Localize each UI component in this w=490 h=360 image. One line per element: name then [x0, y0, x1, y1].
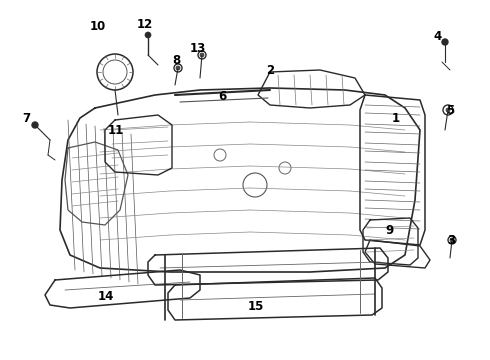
Text: 10: 10 [90, 19, 106, 32]
Circle shape [32, 122, 38, 128]
Text: 12: 12 [137, 18, 153, 31]
Text: 7: 7 [22, 112, 30, 125]
Text: 15: 15 [248, 300, 264, 312]
Circle shape [145, 32, 151, 38]
Circle shape [200, 53, 204, 57]
Text: 2: 2 [266, 63, 274, 77]
Text: 9: 9 [386, 224, 394, 237]
Text: 6: 6 [218, 90, 226, 103]
Circle shape [442, 39, 448, 45]
Text: 8: 8 [172, 54, 180, 67]
Text: 1: 1 [392, 112, 400, 125]
Text: 4: 4 [434, 30, 442, 42]
Text: 11: 11 [108, 123, 124, 136]
Circle shape [450, 238, 454, 242]
Circle shape [176, 66, 180, 70]
Text: 3: 3 [447, 234, 455, 247]
Text: 14: 14 [98, 289, 114, 302]
Text: 5: 5 [446, 104, 454, 117]
Text: 13: 13 [190, 41, 206, 54]
Circle shape [446, 108, 450, 112]
